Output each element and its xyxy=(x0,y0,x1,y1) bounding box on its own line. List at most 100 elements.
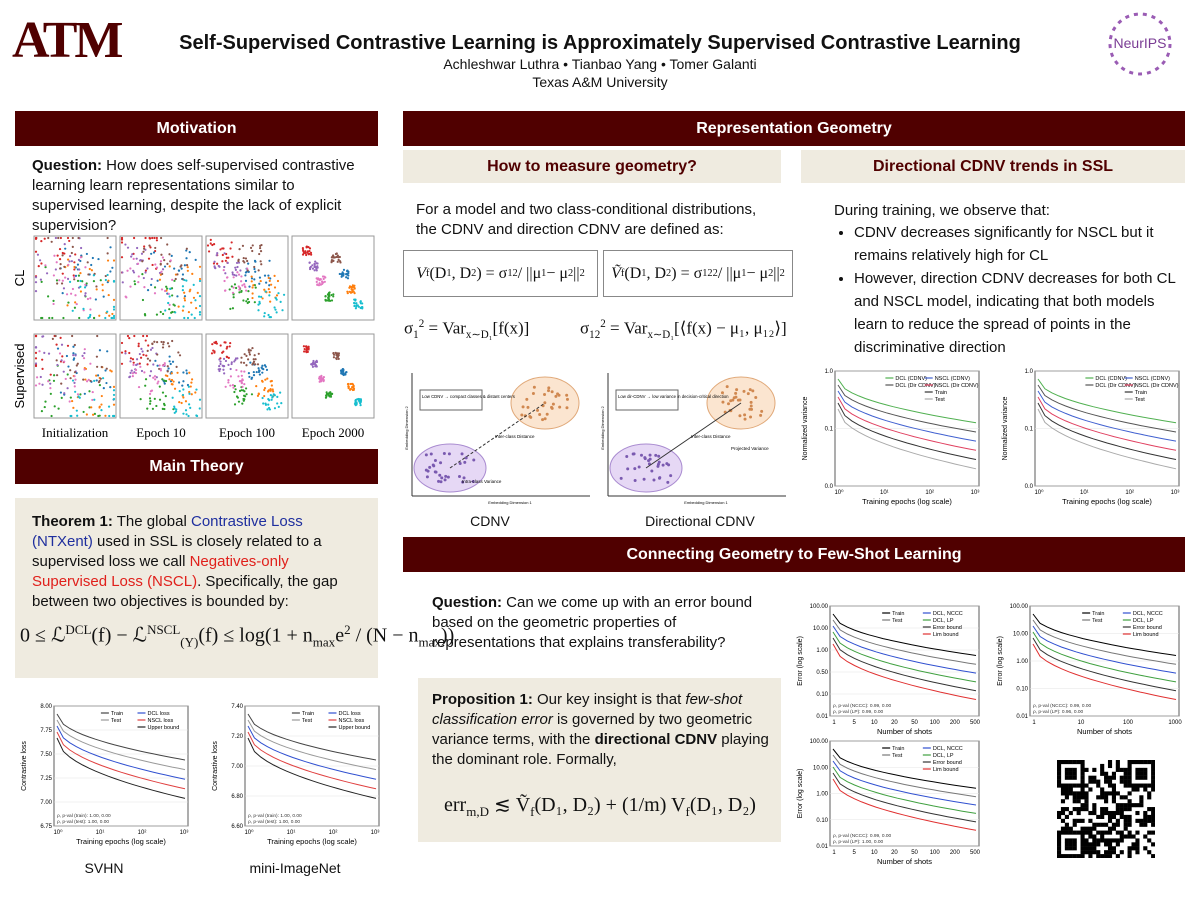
qr-cell xyxy=(1088,826,1093,831)
text-run: Contrastive Loss (NTXent) xyxy=(32,513,303,550)
tsne-dot xyxy=(240,381,243,384)
qr-cell xyxy=(1104,799,1109,804)
qr-cell xyxy=(1064,814,1069,819)
qr-cell xyxy=(1151,807,1155,812)
tsne-dot xyxy=(250,393,254,396)
y-tick-label: 6.60 xyxy=(231,824,243,830)
tsne-dot xyxy=(185,264,189,267)
tsne-dot xyxy=(266,377,269,380)
tsne-dot xyxy=(163,258,166,262)
tsne-dot xyxy=(353,304,356,308)
point xyxy=(545,412,549,416)
tsne-dot xyxy=(228,345,231,348)
tsne-dot xyxy=(242,399,245,402)
qr-cell xyxy=(1080,771,1085,776)
text-run: 1 xyxy=(507,268,513,279)
col-label: Initialization xyxy=(42,425,109,440)
tsne-dot xyxy=(315,280,318,283)
qr-cell xyxy=(1104,854,1109,858)
qr-cell xyxy=(1092,842,1097,847)
tsne-dot xyxy=(265,281,268,284)
tsne-dot xyxy=(60,396,63,399)
tsne-dot xyxy=(253,354,256,357)
qr-cell xyxy=(1115,842,1120,847)
tsne-dot xyxy=(234,266,237,269)
qr-cell xyxy=(1096,795,1101,800)
tsne-dot xyxy=(67,365,70,368)
tsne-dot xyxy=(229,341,232,345)
tsne-dot xyxy=(259,260,262,263)
x-tick-label: 10 xyxy=(871,850,878,856)
tsne-dot xyxy=(160,253,163,256)
tsne-dot xyxy=(98,379,101,382)
tsne-dot xyxy=(91,256,94,260)
point xyxy=(637,465,641,469)
tsne-dot xyxy=(139,365,142,368)
tsne-dot xyxy=(248,375,251,378)
tsne-dot xyxy=(163,362,166,365)
qr-cell xyxy=(1147,807,1152,812)
tsne-dot xyxy=(168,265,171,268)
tsne-dot xyxy=(268,284,271,287)
tsne-dot xyxy=(61,254,64,257)
tsne-dot xyxy=(270,398,273,401)
tsne-dot xyxy=(267,287,270,291)
point xyxy=(565,397,569,401)
qr-cell xyxy=(1111,783,1116,788)
tsne-dot xyxy=(101,283,104,286)
tsne-dot xyxy=(81,354,84,357)
qr-cell xyxy=(1100,795,1105,800)
x-tick-label: 10¹ xyxy=(287,830,296,836)
tsne-dot xyxy=(120,362,124,365)
tsne-dot xyxy=(41,316,44,320)
qr-cell xyxy=(1084,838,1089,843)
tsne-dot xyxy=(239,269,242,272)
x-axis-label: Number of shots xyxy=(877,857,932,866)
point xyxy=(521,405,525,409)
tsne-dot xyxy=(224,289,227,292)
qr-cell xyxy=(1151,787,1155,792)
legend-label: Test xyxy=(111,718,122,724)
qr-cell xyxy=(1068,760,1073,765)
tsne-dot xyxy=(40,262,43,265)
tsne-dot xyxy=(235,368,238,372)
y-tick-label: 100.00 xyxy=(1010,604,1029,610)
tsne-dot xyxy=(34,276,38,279)
tsne-dot xyxy=(60,282,64,285)
tsne-dot xyxy=(52,379,56,382)
tsne-dot xyxy=(83,348,86,351)
x-tick-label: 10³ xyxy=(371,830,380,836)
tsne-dot xyxy=(209,242,212,245)
tsne-dot xyxy=(106,273,109,277)
text-run: (D xyxy=(624,264,642,282)
qr-cell xyxy=(1076,854,1081,858)
tsne-dot xyxy=(276,395,279,398)
point xyxy=(432,464,436,468)
qr-cell xyxy=(1107,814,1113,819)
tsne-dot xyxy=(221,260,224,263)
qr-cell xyxy=(1143,834,1148,839)
tsne-dot xyxy=(330,261,333,264)
qr-cell xyxy=(1151,760,1155,765)
tsne-dot xyxy=(248,353,252,356)
qr-cell xyxy=(1096,850,1101,855)
y-tick-label: 6.80 xyxy=(231,794,243,800)
tsne-dot xyxy=(159,236,163,240)
point xyxy=(759,413,763,417)
tsne-dot xyxy=(240,356,243,359)
tsne-dot xyxy=(183,299,187,302)
point xyxy=(543,417,547,421)
tsne-dot xyxy=(240,370,243,373)
curve xyxy=(1037,390,1177,442)
tsne-dot xyxy=(151,346,154,350)
legend-label: Train xyxy=(111,711,123,717)
qr-cell xyxy=(1080,775,1085,780)
question: Question: Can we come up with an error b… xyxy=(432,593,772,653)
qr-cell xyxy=(1072,795,1077,800)
tsne-dot xyxy=(263,311,266,315)
point xyxy=(619,476,623,480)
equation: σ12 = Varx∼D₁[f(x)] xyxy=(404,318,529,341)
tsne-dot xyxy=(84,378,87,381)
qr-cell xyxy=(1060,783,1066,788)
tsne-dot xyxy=(272,390,275,393)
